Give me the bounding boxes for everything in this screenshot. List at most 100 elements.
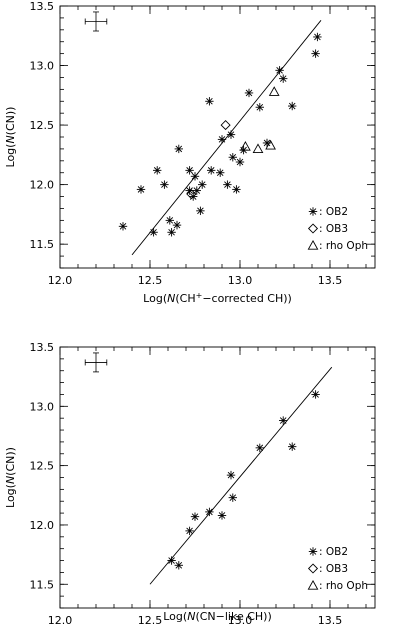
data-point-asterisk-stroke	[236, 158, 244, 166]
data-point-asterisk	[185, 526, 194, 536]
data-point-asterisk-stroke	[207, 167, 215, 174]
data-point-asterisk	[153, 166, 162, 175]
y-tick-label: 12.5	[30, 119, 55, 132]
x-axis-title: Log(N(CH+−corrected CH))	[143, 291, 292, 306]
data-point-asterisk-stroke	[186, 527, 193, 535]
data-point-asterisk-stroke	[218, 512, 226, 519]
data-point-asterisk	[174, 144, 183, 154]
data-point-triangle	[268, 86, 280, 96]
legend-marker-triangle	[307, 239, 319, 250]
data-point-asterisk-stroke	[161, 181, 168, 188]
data-point-asterisk	[288, 442, 297, 451]
x-axis-title-part: Log(	[143, 292, 167, 305]
legend-label: : rho Oph	[319, 580, 368, 592]
data-point-asterisk-stroke	[153, 167, 161, 174]
data-point-asterisk	[244, 88, 254, 98]
data-point-asterisk-stroke	[312, 50, 319, 57]
data-point-asterisk	[288, 101, 297, 111]
series-asterisk	[167, 390, 320, 570]
data-point-asterisk-stroke	[229, 494, 237, 501]
data-point-asterisk-stroke	[312, 391, 319, 398]
legend-label: : OB2	[319, 206, 348, 218]
data-point-asterisk	[167, 228, 176, 237]
y-axis-title: Log(N(CN))	[4, 107, 17, 168]
data-point-asterisk	[172, 220, 182, 230]
legend-marker-asterisk-stroke	[309, 548, 317, 555]
data-point-asterisk	[185, 166, 194, 175]
y-axis-title: Log(N(CN))	[4, 447, 17, 508]
data-point-asterisk	[255, 443, 264, 453]
data-point-asterisk	[228, 153, 237, 162]
error-bar	[84, 352, 108, 373]
data-point-triangle-shape	[240, 141, 251, 151]
data-point-asterisk-stroke	[227, 471, 235, 479]
x-tick-label: 13.5	[318, 614, 343, 624]
data-point-asterisk-stroke	[175, 145, 183, 153]
data-point-asterisk	[226, 470, 236, 480]
data-point-asterisk	[311, 390, 320, 399]
y-tick-label: 12.0	[30, 179, 55, 192]
data-point-asterisk	[232, 185, 241, 194]
x-tick-label: 12.0	[48, 614, 73, 624]
error-bar	[84, 11, 108, 32]
legend-marker-diamond	[307, 223, 319, 234]
data-point-asterisk-stroke	[279, 75, 287, 82]
data-point-asterisk	[205, 97, 214, 106]
data-point-asterisk-stroke	[150, 228, 157, 236]
series-asterisk	[118, 32, 322, 237]
x-axis-title-part: Log(	[163, 610, 187, 623]
data-point-triangle-shape	[265, 139, 276, 150]
data-point-asterisk-stroke	[173, 221, 181, 229]
data-point-asterisk-stroke	[276, 67, 283, 74]
data-point-asterisk	[226, 130, 236, 139]
data-point-triangle	[265, 139, 276, 150]
data-point-asterisk-stroke	[191, 173, 199, 180]
data-point-asterisk-stroke	[137, 186, 145, 193]
x-axis-title-part: N	[187, 610, 195, 623]
data-point-asterisk	[311, 49, 320, 58]
y-axis-title-part: Log(	[4, 484, 17, 508]
legend-marker-triangle-shape	[307, 579, 319, 590]
data-point-asterisk-stroke	[288, 443, 296, 450]
legend-marker-triangle-shape	[307, 239, 319, 250]
data-point-diamond	[220, 120, 231, 131]
x-tick-label: 13.0	[228, 274, 253, 287]
data-point-asterisk	[228, 493, 237, 502]
data-point-asterisk	[223, 180, 232, 189]
data-point-asterisk	[279, 416, 288, 425]
data-point-asterisk-stroke	[197, 207, 204, 215]
data-point-asterisk	[149, 228, 158, 237]
x-axis-title-part: (CN−like CH))	[195, 610, 271, 623]
data-point-diamond-shape	[186, 189, 197, 200]
data-point-triangle	[240, 141, 251, 151]
y-tick-label: 13.5	[30, 0, 55, 13]
data-point-asterisk-stroke	[186, 167, 193, 174]
data-point-asterisk-stroke	[218, 136, 226, 143]
data-point-diamond	[186, 189, 197, 200]
x-tick-label: 13.0	[228, 614, 253, 624]
data-point-asterisk	[275, 66, 284, 75]
data-point-asterisk	[190, 172, 200, 181]
data-point-asterisk-stroke	[198, 181, 206, 188]
legend-marker-diamond-shape	[307, 223, 319, 234]
x-tick-label: 12.0	[48, 274, 73, 287]
data-point-asterisk-stroke	[314, 33, 321, 41]
legend: : OB2: OB3: rho Oph	[307, 546, 368, 592]
data-point-asterisk-stroke	[288, 102, 296, 110]
data-point-triangle-shape	[252, 143, 264, 154]
series-diamond	[186, 120, 231, 200]
data-point-asterisk	[262, 138, 272, 148]
legend-label: : OB3	[319, 223, 348, 235]
panel-top: 12.0 12.5 13.0 13.5 11.5 12.0 12.5 13.0 13.5 Log(…	[4, 0, 376, 306]
data-point-asterisk-stroke	[191, 513, 199, 520]
legend-marker-diamond-shape	[307, 563, 319, 574]
data-point-asterisk-stroke	[168, 228, 175, 236]
y-tick-label: 13.5	[30, 341, 55, 354]
y-axis-title-part: N	[4, 135, 17, 143]
legend-label: : OB2	[319, 546, 348, 558]
data-point-asterisk	[160, 180, 169, 189]
y-tick-label: 13.0	[30, 60, 55, 73]
data-point-asterisk-stroke	[263, 139, 271, 147]
legend-label: : rho Oph	[319, 240, 368, 252]
